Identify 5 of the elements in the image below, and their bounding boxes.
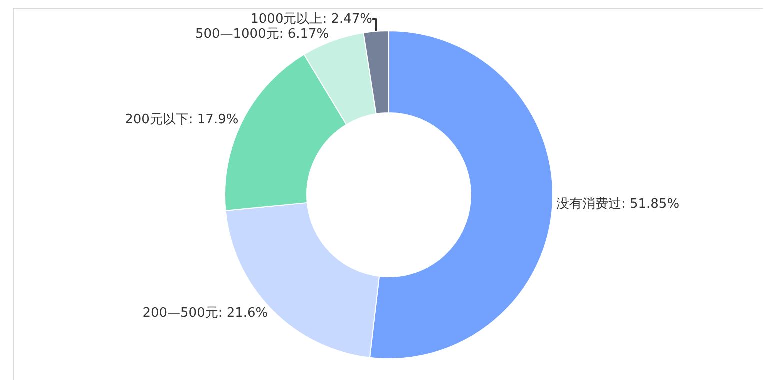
slice-label: 200元以下: 17.9% bbox=[125, 112, 239, 128]
slice-label: 没有消费过: 51.85% bbox=[556, 197, 680, 212]
slice-label: 200—500元: 21.6% bbox=[142, 306, 268, 321]
slice-label: 1000元以上: 2.47% bbox=[250, 12, 373, 27]
slice-label: 500—1000元: 6.17% bbox=[195, 26, 330, 42]
